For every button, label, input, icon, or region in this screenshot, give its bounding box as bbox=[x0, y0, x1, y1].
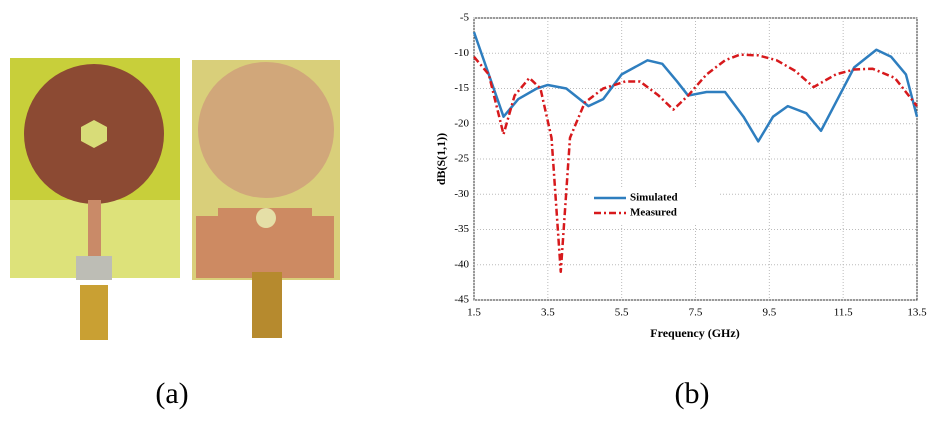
x-tick-label: 5.5 bbox=[615, 307, 629, 319]
antenna-photo bbox=[10, 58, 340, 340]
ground-notch bbox=[256, 208, 276, 228]
y-tick-label: -5 bbox=[460, 12, 470, 24]
x-tick-label: 7.5 bbox=[689, 307, 703, 319]
y-tick-label: -40 bbox=[454, 258, 469, 270]
x-tick-label: 13.5 bbox=[907, 307, 927, 319]
y-tick-label: -20 bbox=[454, 117, 469, 129]
legend-label: Simulated bbox=[630, 192, 678, 204]
figure: (a) (b) dB(S(1,1)) Frequency (GHz) -5 -10… bbox=[0, 0, 930, 419]
x-tick-label: 1.5 bbox=[467, 307, 481, 319]
caption: (b) bbox=[675, 377, 710, 410]
feed-line bbox=[88, 200, 101, 258]
y-tick-label: -30 bbox=[454, 188, 469, 200]
back-sma bbox=[252, 272, 282, 338]
x-tick-label: 3.5 bbox=[541, 307, 555, 319]
y-tick-label: -15 bbox=[454, 82, 469, 94]
back-disc bbox=[198, 62, 334, 198]
y-tick-label: -45 bbox=[454, 294, 469, 306]
y-tick-label: -25 bbox=[454, 153, 469, 165]
x-tick-label: 11.5 bbox=[834, 307, 853, 319]
legend-label: Measured bbox=[630, 207, 677, 219]
x-axis-label: Frequency (GHz) bbox=[650, 326, 739, 340]
y-tick-label: -10 bbox=[454, 47, 469, 59]
y-axis-label: dB(S(1,1)) bbox=[434, 133, 448, 185]
caption: (a) bbox=[155, 377, 188, 410]
front-connector bbox=[76, 256, 112, 280]
y-tick-label: -35 bbox=[454, 223, 469, 235]
x-tick-label: 9.5 bbox=[762, 307, 776, 319]
front-sma bbox=[80, 285, 108, 340]
